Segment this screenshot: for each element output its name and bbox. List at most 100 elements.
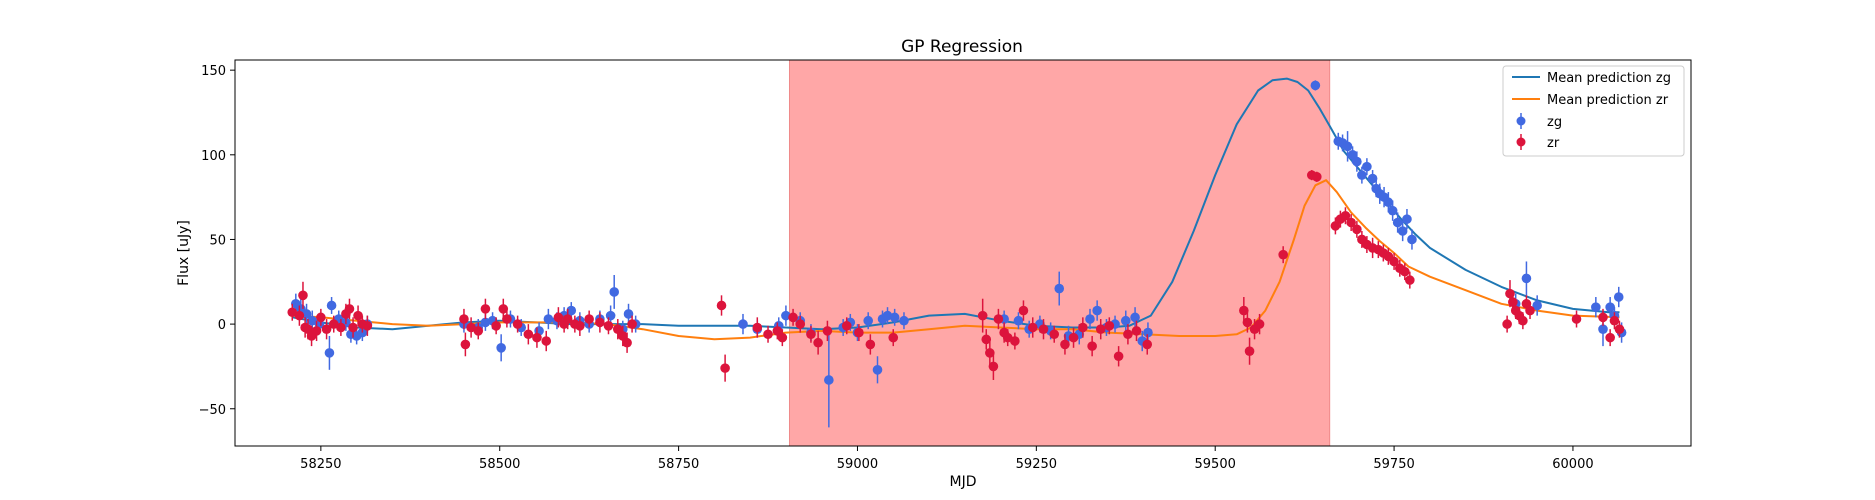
x-tick-label: 58750	[658, 457, 699, 472]
y-tick-label: 0	[218, 318, 226, 333]
zr-point-76	[1131, 320, 1142, 342]
zr-point-37	[612, 319, 623, 340]
zr-marker	[1605, 332, 1615, 343]
zr-marker	[993, 314, 1004, 324]
legend-box	[1502, 65, 1685, 157]
zg-point-65	[1310, 80, 1321, 91]
zr-marker	[1068, 332, 1079, 343]
zr-point-57	[981, 329, 992, 350]
zg-marker	[326, 300, 337, 311]
zr-marker	[1346, 217, 1356, 228]
zr-marker	[612, 324, 623, 334]
zg-marker	[1532, 300, 1542, 311]
zr-marker	[981, 334, 992, 345]
zg-point-71	[1357, 166, 1367, 184]
zg-marker	[1521, 273, 1532, 284]
zr-point-34	[584, 310, 594, 328]
zr-point-79	[1242, 312, 1253, 333]
zr-point-101	[1502, 315, 1512, 333]
zr-marker	[1330, 221, 1341, 231]
zg-marker	[882, 310, 893, 321]
zr-marker	[459, 314, 469, 324]
zr-marker	[1242, 317, 1253, 328]
zr-marker	[336, 322, 346, 333]
zg-point-82	[1407, 229, 1417, 250]
zr-point-80	[1244, 337, 1255, 365]
zr-point-48	[795, 315, 806, 333]
zr-marker	[1405, 275, 1415, 285]
zg-marker	[1392, 217, 1403, 228]
zg-marker	[1120, 315, 1131, 326]
observation-points	[287, 80, 1627, 428]
zg-marker	[324, 348, 335, 358]
zg-point-47	[889, 308, 900, 326]
zr-marker	[502, 314, 512, 324]
zg-marker	[1054, 283, 1065, 294]
zr-marker	[988, 361, 999, 372]
zg-point-36	[781, 305, 791, 326]
zr-marker	[473, 326, 484, 336]
zg-marker	[1591, 302, 1601, 312]
zr-marker	[720, 363, 730, 373]
zg-point-73	[1367, 170, 1378, 187]
zr-point-45	[772, 322, 783, 340]
zr-marker	[460, 339, 471, 350]
zr-point-68	[1060, 334, 1070, 355]
zr-marker	[1095, 324, 1106, 334]
zg-marker	[496, 343, 506, 353]
zr-marker	[977, 310, 988, 321]
zr-point-83	[1278, 246, 1288, 264]
zr-point-31	[562, 308, 573, 330]
legend-label-zr-marker: zr	[1547, 136, 1560, 151]
zr-point-26	[523, 324, 534, 345]
zg-point-61	[1120, 310, 1131, 331]
x-tick-label: 60000	[1552, 457, 1593, 472]
zr-point-2	[298, 281, 308, 309]
zr-point-41	[716, 295, 727, 316]
zr-marker	[1352, 224, 1362, 235]
zr-marker	[541, 336, 552, 346]
zr-marker	[788, 312, 798, 323]
zr-marker	[1278, 249, 1288, 260]
zr-marker	[1123, 329, 1133, 340]
legend-swatch-zg-marker	[1516, 113, 1526, 129]
zr-marker	[1340, 210, 1351, 221]
zr-marker	[575, 320, 585, 331]
zr-point-10	[336, 319, 346, 336]
zr-marker	[344, 304, 355, 314]
zr-point-46	[777, 329, 788, 347]
zr-point-89	[1346, 214, 1356, 231]
zr-point-75	[1123, 324, 1133, 345]
y-tick-label: 150	[201, 64, 226, 79]
zr-marker	[716, 300, 727, 311]
zg-marker	[1013, 315, 1024, 326]
zr-point-18	[460, 332, 471, 357]
zr-point-40	[627, 315, 637, 333]
zr-marker	[498, 304, 509, 314]
zr-point-50	[813, 330, 823, 355]
zr-point-70	[1078, 317, 1088, 338]
zr-marker	[532, 332, 542, 343]
zr-point-112	[1609, 312, 1620, 330]
zg-marker	[824, 375, 834, 385]
zg-point-62	[1130, 307, 1140, 328]
zr-marker	[1518, 315, 1528, 326]
zr-point-108	[1525, 302, 1535, 320]
zg-point-70	[1352, 151, 1362, 172]
x-axis-ticks: 58250 58500 58750 59000 59250 59500 59750 60000	[300, 446, 1594, 472]
zg-marker	[1407, 234, 1417, 245]
zr-marker	[562, 314, 573, 324]
zr-point-63	[1010, 332, 1020, 350]
zg-marker	[872, 365, 883, 375]
zr-marker	[1254, 319, 1265, 329]
zg-point-68	[1342, 131, 1353, 162]
zr-point-52	[841, 317, 852, 335]
zr-point-62	[1002, 329, 1013, 347]
zr-marker	[1312, 172, 1322, 182]
zr-marker	[822, 326, 833, 336]
zg-marker	[1130, 312, 1140, 323]
zr-marker	[1010, 336, 1020, 346]
zg-marker	[1598, 324, 1608, 334]
zr-marker	[1614, 324, 1625, 334]
zr-point-110	[1598, 308, 1608, 326]
